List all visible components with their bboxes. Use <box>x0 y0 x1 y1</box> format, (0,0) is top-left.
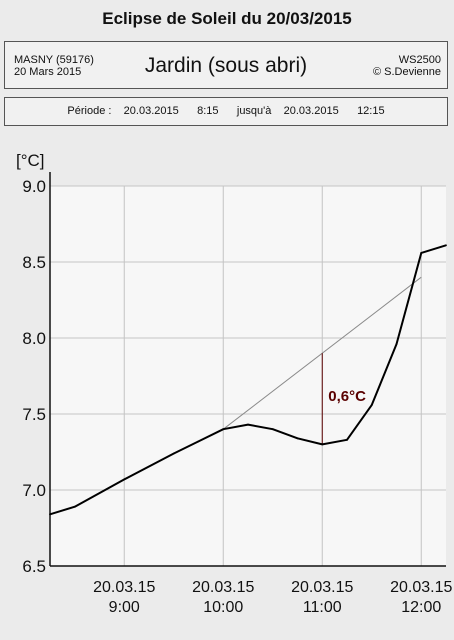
data-point <box>73 505 76 508</box>
period-start-time: 8:15 <box>197 105 219 117</box>
y-tick-label: 8.0 <box>22 329 46 348</box>
data-point <box>445 244 447 247</box>
data-point <box>420 251 423 254</box>
location-label: MASNY (59176) <box>14 54 94 66</box>
period-bar: Période : 20.03.2015 8:15 jusqu'à 20.03.… <box>4 97 448 126</box>
data-point <box>247 423 249 426</box>
copyright-label: © S.Devienne <box>372 66 441 78</box>
data-point <box>197 440 200 443</box>
label-layer: 9.0 8.5 8.0 7.5 7.0 6.5 20.03.15 9:00 20.03.15 10… <box>16 151 452 616</box>
chart-subtitle: Jardin (sous abri) <box>144 54 308 77</box>
data-point <box>49 513 51 516</box>
x-tick-date: 20.03.15 <box>192 579 254 596</box>
y-tick-label: 7.0 <box>22 481 46 500</box>
period-until: jusqu'à <box>236 105 272 117</box>
y-tick-label: 8.5 <box>22 253 46 272</box>
y-tick-label: 9.0 <box>22 177 46 196</box>
data-point <box>222 428 225 431</box>
date-label: 20 Mars 2015 <box>14 66 82 78</box>
period-end-time: 12:15 <box>357 105 385 117</box>
station-header: MASNY (59176) 20 Mars 2015 Jardin (sous … <box>4 41 448 89</box>
period-label: Période : <box>67 105 112 117</box>
x-tick-time: 12:00 <box>401 599 441 616</box>
period-end-date: 20.03.2015 <box>283 105 339 117</box>
y-tick-label: 6.5 <box>22 557 46 576</box>
data-point <box>123 478 126 481</box>
data-point <box>271 428 274 431</box>
x-tick-time: 10:00 <box>203 599 243 616</box>
data-point <box>370 403 373 406</box>
station-block: WS2500 © S.Devienne <box>373 54 441 78</box>
difference-annotation: 0,6°C <box>328 388 366 405</box>
x-tick-date: 20.03.15 <box>291 579 353 596</box>
x-tick-time: 11:00 <box>303 599 342 616</box>
x-tick-date: 20.03.15 <box>93 579 155 596</box>
plot-area <box>50 186 446 566</box>
station-label: WS2500 <box>398 54 441 66</box>
data-point <box>296 437 299 440</box>
location-block: MASNY (59176) 20 Mars 2015 <box>14 54 94 78</box>
data-point <box>346 438 348 441</box>
data-point <box>172 452 175 455</box>
period-start-date: 20.03.2015 <box>123 105 179 117</box>
y-axis-label: [°C] <box>16 151 45 170</box>
x-tick-date: 20.03.15 <box>390 579 452 596</box>
grid-layer <box>50 185 446 567</box>
data-point <box>395 343 398 345</box>
data-point <box>321 443 324 446</box>
data-layer <box>49 244 447 516</box>
axis-layer <box>49 172 446 567</box>
page-title: Eclipse de Soleil du 20/03/2015 <box>102 9 352 28</box>
x-tick-time: 9:00 <box>109 599 140 616</box>
y-tick-label: 7.5 <box>22 405 46 424</box>
